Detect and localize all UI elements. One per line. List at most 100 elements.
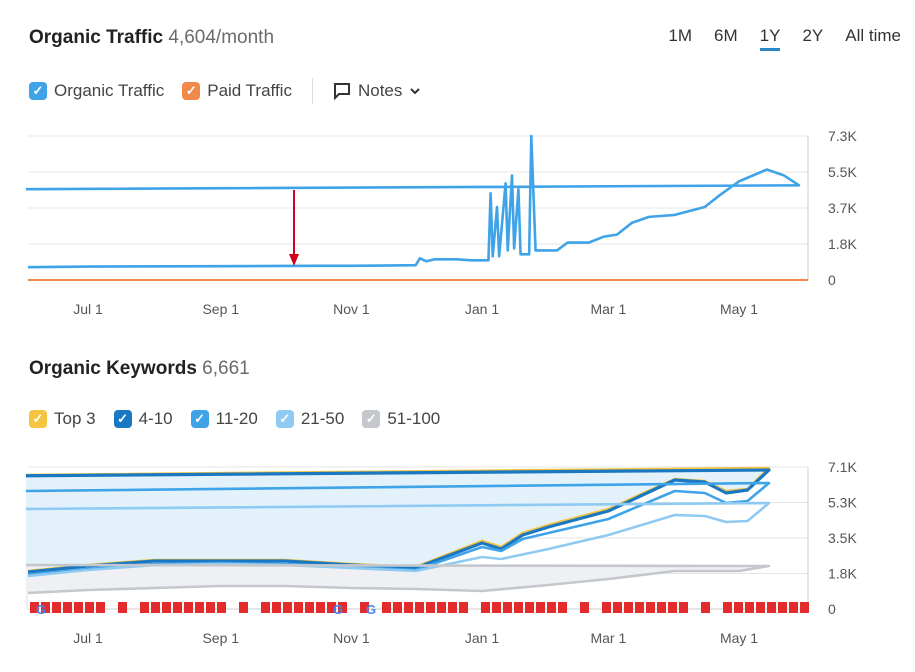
legend-label: 51-100 bbox=[387, 409, 441, 428]
notes-dropdown[interactable]: Notes bbox=[333, 81, 422, 101]
flag-icon bbox=[338, 602, 347, 613]
legend-label: Organic Traffic bbox=[54, 81, 165, 100]
x-tick-label: Sep 1 bbox=[202, 301, 239, 317]
legend-4-10[interactable]: ✓ 4-10 bbox=[113, 409, 173, 429]
flag-icon bbox=[63, 602, 72, 613]
series-line-51-100 bbox=[25, 563, 771, 595]
flag-icon bbox=[162, 602, 171, 613]
range-6m[interactable]: 6M bbox=[714, 26, 738, 45]
y-tick-label: 0 bbox=[828, 272, 836, 288]
organic-traffic-chart: 7.3K 5.5K 3.7K 1.8K 0 Jul 1 Sep 1 Nov 1 Jan 1 Mar… bbox=[25, 128, 857, 317]
flag-icon bbox=[536, 602, 545, 613]
legend-label: Paid Traffic bbox=[207, 81, 292, 100]
range-1y[interactable]: 1Y bbox=[759, 26, 781, 51]
flag-icon bbox=[514, 602, 523, 613]
flag-icon bbox=[613, 602, 622, 613]
x-tick-label: Mar 1 bbox=[590, 630, 626, 646]
flag-icon bbox=[151, 602, 160, 613]
flag-icon bbox=[52, 602, 61, 613]
legend-label: 4-10 bbox=[138, 409, 173, 428]
flag-icon bbox=[734, 602, 743, 613]
flag-icon bbox=[239, 602, 248, 613]
flag-icon bbox=[657, 602, 666, 613]
legend-label: 11-20 bbox=[215, 409, 258, 428]
x-tick-label: May 1 bbox=[720, 630, 758, 646]
flag-icon bbox=[283, 602, 292, 613]
flag-icon bbox=[41, 602, 50, 613]
x-tick-label: May 1 bbox=[720, 301, 758, 317]
flag-icon bbox=[646, 602, 655, 613]
flag-icon bbox=[173, 602, 182, 613]
flag-icon bbox=[382, 602, 391, 613]
flag-icon bbox=[756, 602, 765, 613]
flag-icon bbox=[426, 602, 435, 613]
range-1m[interactable]: 1M bbox=[668, 26, 693, 45]
checkbox-checked-icon[interactable]: ✓ bbox=[362, 410, 381, 428]
flag-icon bbox=[96, 602, 105, 613]
notes-label: Notes bbox=[357, 81, 403, 100]
legend-21-50[interactable]: ✓ 21-50 bbox=[275, 409, 344, 429]
flag-icon bbox=[30, 602, 39, 613]
legend-paid-traffic[interactable]: ✓ Paid Traffic bbox=[182, 81, 292, 101]
legend-51-100[interactable]: ✓ 51-100 bbox=[362, 409, 440, 429]
flag-icon bbox=[503, 602, 512, 613]
google-update-icon: G bbox=[36, 602, 46, 617]
flag-icon bbox=[624, 602, 633, 613]
flag-icon bbox=[789, 602, 798, 613]
flag-icon bbox=[184, 602, 193, 613]
y-tick-label: 0 bbox=[828, 601, 836, 617]
flag-icon bbox=[261, 602, 270, 613]
legend-top-3[interactable]: ✓ Top 3 bbox=[29, 409, 96, 429]
flag-icon bbox=[118, 602, 127, 613]
checkbox-checked-icon[interactable]: ✓ bbox=[190, 410, 209, 428]
flag-icon bbox=[635, 602, 644, 613]
checkbox-checked-icon[interactable]: ✓ bbox=[29, 82, 47, 100]
flag-icon bbox=[217, 602, 226, 613]
flag-icon bbox=[195, 602, 204, 613]
x-tick-label: Mar 1 bbox=[590, 301, 626, 317]
y-tick-label: 1.8K bbox=[828, 566, 857, 582]
series-line-organic-traffic bbox=[25, 134, 801, 269]
y-tick-label: 1.8K bbox=[828, 236, 857, 252]
flag-icon bbox=[393, 602, 402, 613]
flag-icon bbox=[701, 602, 710, 613]
x-tick-label: Nov 1 bbox=[333, 301, 370, 317]
flag-icon bbox=[723, 602, 732, 613]
flag-icon bbox=[327, 602, 336, 613]
range-2y[interactable]: 2Y bbox=[802, 26, 824, 45]
flag-icon bbox=[206, 602, 215, 613]
y-tick-label: 7.1K bbox=[828, 459, 857, 475]
x-tick-label: Jul 1 bbox=[73, 630, 103, 646]
flag-icon bbox=[558, 602, 567, 613]
checkbox-checked-icon[interactable]: ✓ bbox=[113, 410, 132, 428]
flag-icon bbox=[602, 602, 611, 613]
flag-icon bbox=[767, 602, 776, 613]
checkbox-checked-icon[interactable]: ✓ bbox=[182, 82, 201, 100]
checkbox-checked-icon[interactable]: ✓ bbox=[275, 410, 294, 428]
speech-bubble-icon bbox=[333, 83, 350, 100]
range-all-time[interactable]: All time bbox=[845, 26, 901, 45]
traffic-title: Organic Traffic 4,604/month bbox=[29, 27, 275, 48]
x-tick-label: Jan 1 bbox=[465, 301, 499, 317]
x-tick-label: Nov 1 bbox=[333, 630, 370, 646]
divider bbox=[311, 78, 313, 104]
flag-icon bbox=[85, 602, 94, 613]
x-tick-label: Jul 1 bbox=[73, 301, 103, 317]
flag-icon bbox=[305, 602, 314, 613]
traffic-value: 4,604/month bbox=[168, 27, 275, 48]
traffic-legend: ✓ Organic Traffic ✓ Paid Traffic Notes bbox=[29, 78, 440, 104]
checkbox-checked-icon[interactable]: ✓ bbox=[29, 410, 47, 428]
flag-icon bbox=[272, 602, 281, 613]
legend-organic-traffic[interactable]: ✓ Organic Traffic bbox=[29, 81, 164, 101]
flag-icon bbox=[481, 602, 490, 613]
flag-icon bbox=[415, 602, 424, 613]
flag-icon bbox=[778, 602, 787, 613]
chevron-down-icon bbox=[410, 88, 421, 95]
legend-11-20[interactable]: ✓ 11-20 bbox=[190, 409, 258, 429]
series-line-4-10 bbox=[25, 468, 771, 574]
flag-icon bbox=[525, 602, 534, 613]
flag-icon bbox=[360, 602, 369, 613]
flag-icon bbox=[547, 602, 556, 613]
keywords-value: 6,661 bbox=[202, 358, 250, 379]
google-update-icon: G bbox=[366, 602, 376, 617]
